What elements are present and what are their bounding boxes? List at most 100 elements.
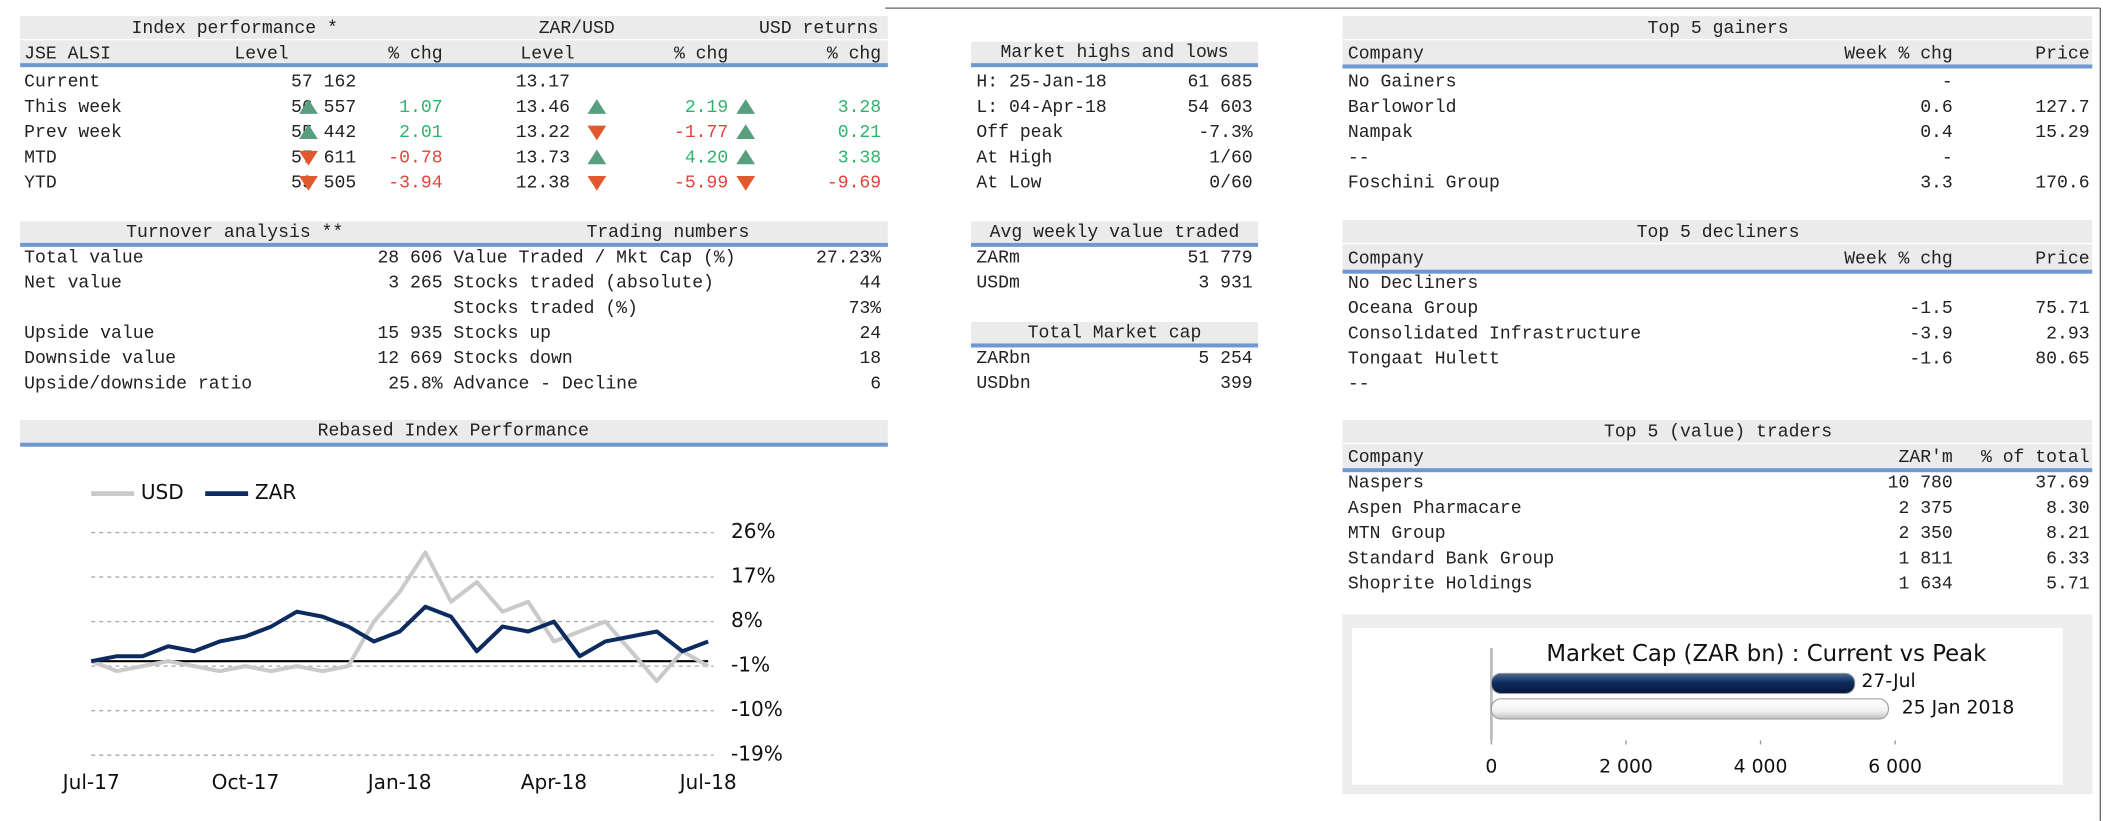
column-header: Price (2035, 45, 2089, 65)
row-label: Advance - Decline (453, 374, 638, 394)
row-label: Barloworld (1348, 98, 1457, 118)
cell: 0.4 (1920, 123, 1953, 143)
row-label: Nampak (1348, 123, 1413, 143)
row-label: Naspers (1348, 474, 1424, 494)
cell: 170.6 (2035, 174, 2089, 194)
down-arrow (587, 176, 607, 191)
row-label: -- (1348, 148, 1370, 168)
cell: 28 606 (377, 248, 442, 268)
section-title: Trading numbers (586, 223, 749, 243)
column-header: Week % chg (1844, 45, 1953, 65)
section-title: USD returns (759, 19, 878, 39)
cell: -1.5 (1909, 299, 1952, 319)
cell: 10 780 (1888, 474, 1953, 494)
cell: 55 442 (291, 123, 356, 143)
row-label: Net value (24, 274, 122, 294)
section-title: Top 5 (value) traders (1604, 423, 1832, 443)
cell: 3.38 (838, 148, 881, 168)
x-tick-label: Jul-18 (678, 770, 737, 794)
chart-title: Market Cap (ZAR bn) : Current vs Peak (1546, 641, 1987, 667)
cell: -3.9 (1909, 324, 1952, 344)
x-tick-label: 4 000 (1734, 757, 1788, 778)
y-tick-label: -10% (731, 697, 783, 721)
x-tick-label: Jan-18 (366, 770, 432, 794)
bar-label: 27-Jul (1861, 671, 1915, 692)
cell: 13.17 (516, 73, 570, 93)
row-label: Foschini Group (1348, 174, 1500, 194)
row-label: Aspen Pharmacare (1348, 499, 1522, 519)
row-label: Standard Bank Group (1348, 549, 1554, 569)
row-label: Tongaat Hulett (1348, 350, 1500, 370)
row-label: Upside value (24, 324, 154, 344)
section-title: Total Market cap (1028, 323, 1202, 343)
cell: 3 265 (388, 274, 442, 294)
cell: -0.78 (388, 148, 442, 168)
cell: 56 557 (291, 98, 356, 118)
cell: 27.23% (816, 248, 881, 268)
column-header: Week % chg (1844, 250, 1953, 270)
cell: -3.94 (388, 174, 442, 194)
header-band (971, 41, 1259, 64)
cell: 12.38 (516, 174, 570, 194)
cell: 399 (1220, 374, 1253, 394)
chart-title: Rebased Index Performance (318, 421, 589, 441)
down-arrow (587, 125, 607, 141)
cell: 13.73 (516, 148, 570, 168)
header-band (20, 221, 888, 243)
row-label: Downside value (24, 349, 176, 369)
bar (1490, 698, 1889, 720)
header-rule (1342, 468, 2093, 473)
cell: 8.21 (2046, 524, 2089, 544)
header-rule (971, 242, 1259, 247)
cell: 25.8% (388, 374, 442, 394)
up-arrow (736, 149, 756, 165)
y-tick-label: 26% (731, 519, 776, 543)
section-title: Top 5 gainers (1647, 19, 1788, 39)
cell: 0.21 (838, 123, 881, 143)
row-label: This week (24, 98, 122, 118)
column-header: % of total (1981, 448, 2090, 468)
cell: 1/60 (1209, 148, 1252, 168)
up-arrow (736, 124, 756, 140)
column-header: JSE ALSI (24, 45, 111, 65)
bar (1490, 672, 1856, 695)
x-tick-label: Apr-18 (521, 770, 587, 794)
row-label: Off peak (976, 123, 1063, 143)
cell: 15 935 (377, 324, 442, 344)
row-label: L: 04-Apr-18 (976, 98, 1106, 118)
row-label: MTD (24, 148, 57, 168)
up-arrow (587, 149, 607, 165)
cell: 15.29 (2035, 123, 2089, 143)
column-header: Company (1348, 448, 1424, 468)
row-label: Stocks traded (absolute) (453, 274, 714, 294)
header-rule (1342, 269, 2093, 274)
row-label: Oceana Group (1348, 299, 1478, 319)
section-title: Avg weekly value traded (990, 223, 1240, 243)
up-arrow (587, 99, 607, 114)
row-label: ZARbn (976, 349, 1030, 369)
cell: 2.93 (2046, 324, 2089, 344)
row-label: YTD (24, 174, 57, 194)
cell: 1 811 (1898, 549, 1952, 569)
column-header: Price (2035, 250, 2089, 270)
cell: - (1942, 73, 1953, 93)
y-tick-label: -1% (731, 653, 770, 677)
header-rule (20, 63, 888, 68)
header-rule (20, 442, 888, 447)
row-label: Value Traded / Mkt Cap (%) (453, 248, 735, 268)
cell: 5.71 (2046, 575, 2089, 595)
row-label: H: 25-Jan-18 (976, 73, 1106, 93)
legend-label: ZAR (255, 480, 297, 504)
row-label: Stocks traded (%) (453, 299, 638, 319)
section-title: Turnover analysis ** (126, 223, 343, 243)
row-label: USDbn (976, 374, 1030, 394)
column-header: ZAR'm (1898, 448, 1952, 468)
cell: 5 254 (1198, 349, 1252, 369)
header-band (20, 419, 888, 443)
row-label: MTN Group (1348, 524, 1446, 544)
section-title: Index performance * (132, 19, 338, 39)
cell: -1.6 (1909, 350, 1952, 370)
cell: -9.69 (827, 174, 881, 194)
cell: 2.19 (685, 98, 728, 118)
cell: 127.7 (2035, 98, 2089, 118)
